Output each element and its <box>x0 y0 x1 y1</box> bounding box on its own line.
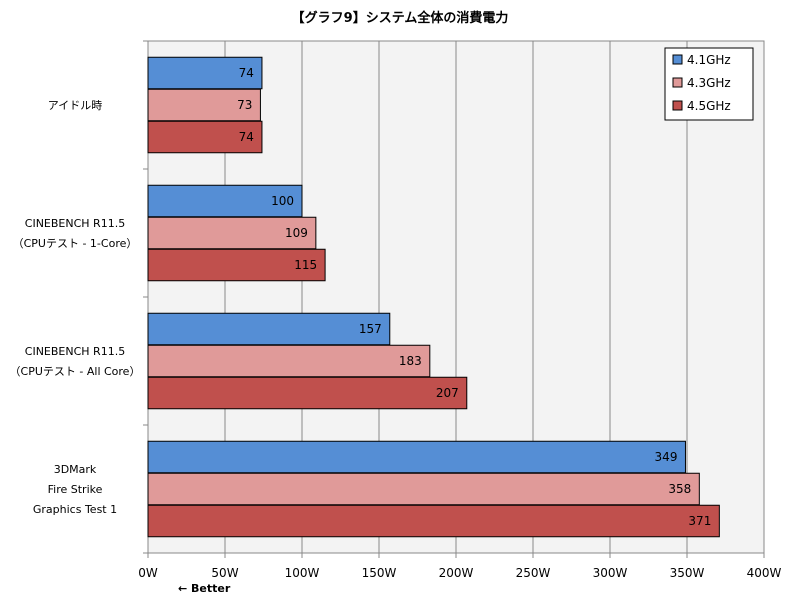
category-label: （CPUテスト - 1-Core） <box>13 237 138 250</box>
bar <box>147 120 263 154</box>
x-tick-label: 150W <box>362 566 397 580</box>
legend-label: 4.3GHz <box>687 76 731 90</box>
data-label: 74 <box>239 66 254 80</box>
x-tick-label: 50W <box>211 566 238 580</box>
data-label: 371 <box>688 514 711 528</box>
x-tick-label: 400W <box>747 566 782 580</box>
bar <box>147 472 700 506</box>
data-label: 358 <box>668 482 691 496</box>
x-tick-label: 350W <box>670 566 705 580</box>
bar <box>147 248 326 282</box>
category-label: Fire Strike <box>48 483 103 496</box>
category-label: （CPUテスト - All Core） <box>10 365 141 378</box>
bar <box>147 344 431 378</box>
bar <box>147 216 317 250</box>
better-note: ← Better <box>178 582 231 595</box>
legend-swatch <box>672 54 683 65</box>
x-tick-label: 200W <box>439 566 474 580</box>
data-label: 109 <box>285 226 308 240</box>
x-tick-label: 0W <box>138 566 158 580</box>
legend: 4.1GHz 4.3GHz 4.5GHz <box>664 47 754 121</box>
category-label: アイドル時 <box>48 99 102 112</box>
bar <box>147 312 391 346</box>
data-label: 115 <box>294 258 317 272</box>
category-label: 3DMark <box>54 463 97 476</box>
legend-label: 4.5GHz <box>687 99 731 113</box>
data-label: 207 <box>436 386 459 400</box>
data-label: 183 <box>399 354 422 368</box>
bar <box>147 504 720 538</box>
category-label: CINEBENCH R11.5 <box>25 217 125 230</box>
category-label: Graphics Test 1 <box>33 503 117 516</box>
data-label: 73 <box>237 98 252 112</box>
data-label: 100 <box>271 194 294 208</box>
bar <box>147 376 468 410</box>
x-tick-label: 250W <box>516 566 551 580</box>
x-tick-label: 100W <box>285 566 320 580</box>
bars: 74 73 74 100 109 115 157 183 207 349 358 371 <box>147 56 720 538</box>
legend-swatch <box>672 77 683 88</box>
axes: 0W 50W 100W 150W 200W 250W 300W 350W 400W アイドル時 CI… <box>10 40 782 580</box>
data-label: 349 <box>655 450 678 464</box>
bar <box>147 440 686 474</box>
bar <box>147 56 263 90</box>
category-label: CINEBENCH R11.5 <box>25 345 125 358</box>
data-label: 157 <box>359 322 382 336</box>
x-tick-label: 300W <box>593 566 628 580</box>
chart-title: 【グラフ9】システム全体の消費電力 <box>292 10 509 26</box>
legend-label: 4.1GHz <box>687 53 731 67</box>
data-label: 74 <box>239 130 254 144</box>
legend-swatch <box>672 100 683 111</box>
